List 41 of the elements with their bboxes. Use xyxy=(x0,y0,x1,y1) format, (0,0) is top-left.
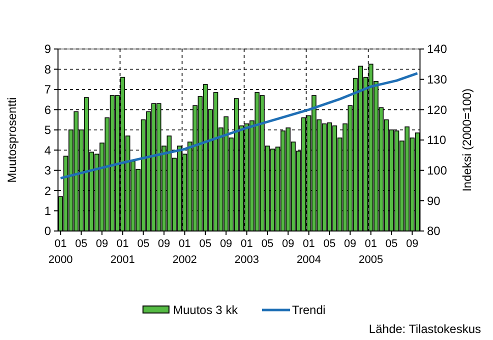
y-axis-title: Muutosprosentti xyxy=(5,97,19,183)
x-tick-label: 01 2000 xyxy=(48,238,73,266)
y2-axis-title: Indeksi (2000=100) xyxy=(460,88,474,192)
y-tick-label: 1 xyxy=(44,204,52,218)
x-tick-label: 05 xyxy=(75,238,88,250)
x-tick-label: 09 xyxy=(406,238,418,250)
x-tick-label: 01 2002 xyxy=(172,238,197,266)
y2-tick-label: 100 xyxy=(427,164,448,178)
y-tick-label: 8 xyxy=(44,62,52,76)
line-series xyxy=(59,72,419,180)
y2-tick-label: 130 xyxy=(427,72,448,87)
x-tick-label: 05 xyxy=(261,238,274,250)
y2-tick-label: 120 xyxy=(427,102,448,117)
y2-tick-label: 140 xyxy=(427,42,448,56)
y-tick-label: 4 xyxy=(44,143,52,158)
x-tick-label: 05 xyxy=(137,238,150,250)
x-tick-label: 01 2004 xyxy=(296,238,322,266)
x-tick-label: 09 xyxy=(220,238,232,250)
x-tick-label: 01 2001 xyxy=(110,238,135,266)
y2-tick-label: 80 xyxy=(427,224,441,238)
x-tick-label: 01 2005 xyxy=(358,238,384,266)
y-tick-label: 3 xyxy=(44,164,52,178)
y-tick-label: 9 xyxy=(44,42,52,56)
y-tick-label: 0 xyxy=(44,224,52,238)
x-tick-label: 09 xyxy=(282,238,294,250)
x-tick-label: 05 xyxy=(323,238,336,250)
x-tick-label: 09 xyxy=(96,238,108,250)
y2-tick-label: 110 xyxy=(427,133,446,148)
y-tick-label: 2 xyxy=(44,184,52,198)
x-tick-label: 09 xyxy=(158,238,170,250)
y2-tick-label: 90 xyxy=(427,194,441,208)
y-tick-label: 7 xyxy=(44,82,52,97)
legend-label: Muutos 3 kk xyxy=(173,303,239,318)
legend-label: Trendi xyxy=(292,303,326,318)
x-tick-label: 01 2003 xyxy=(234,238,259,266)
y-tick-label: 6 xyxy=(44,102,52,117)
text: Lähde: Tilastokeskus xyxy=(368,322,481,336)
x-tick-label: 05 xyxy=(199,238,212,250)
x-tick-label: 05 xyxy=(385,238,398,250)
y-tick-label: 5 xyxy=(44,123,52,138)
x-tick-label: 09 xyxy=(344,238,356,250)
